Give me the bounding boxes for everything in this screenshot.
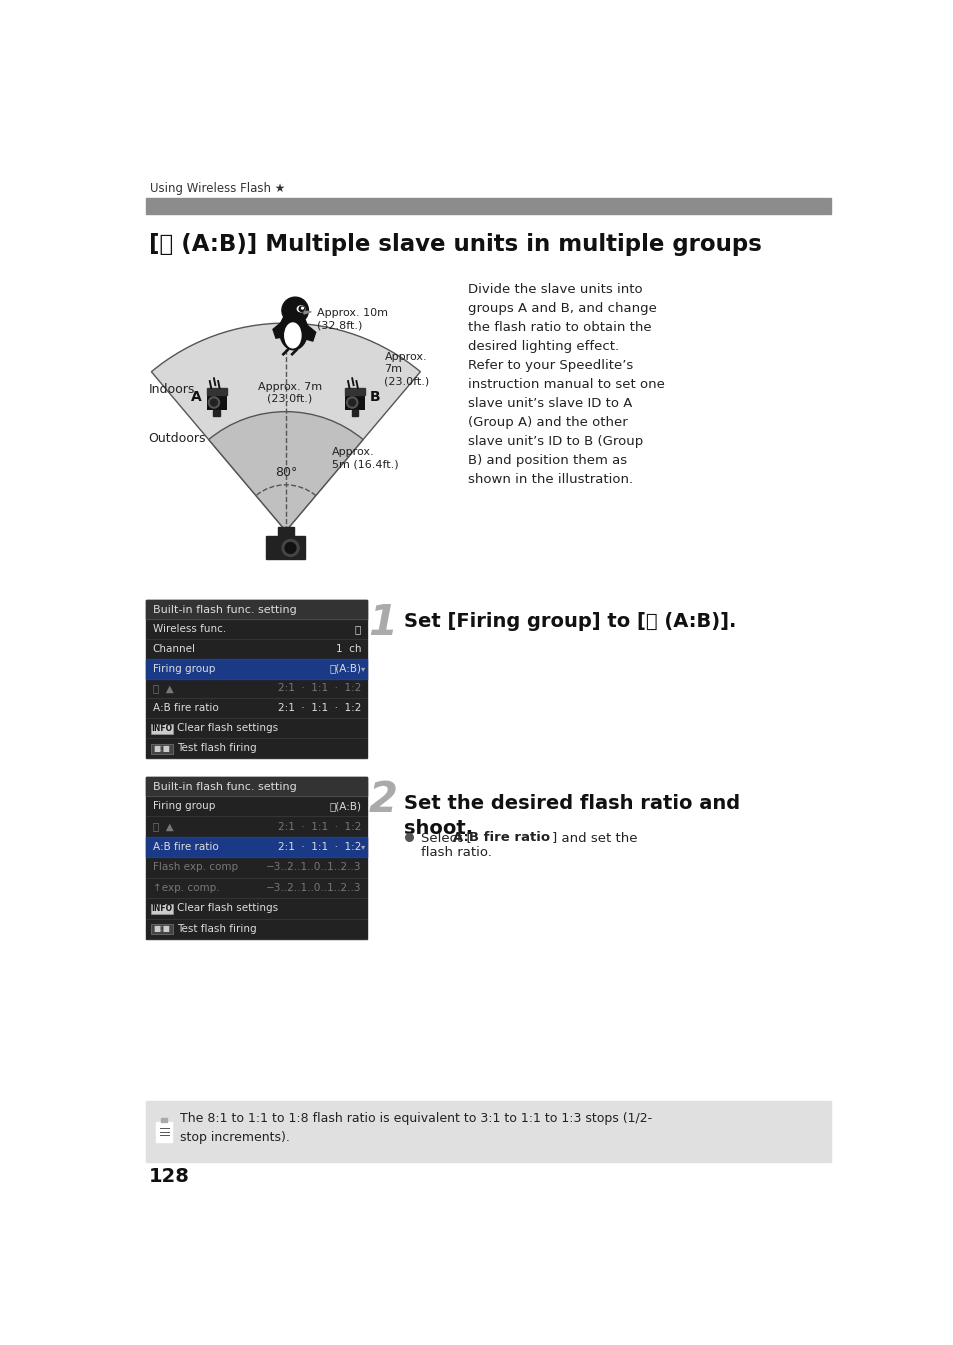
Bar xyxy=(207,387,226,395)
Text: A:B fire ratio: A:B fire ratio xyxy=(453,831,550,843)
Text: Select [: Select [ xyxy=(421,831,472,843)
Text: −3..2..1..0..1..2..3: −3..2..1..0..1..2..3 xyxy=(265,862,360,873)
Text: 1  ch: 1 ch xyxy=(335,644,360,654)
Text: ⒨(A:B): ⒨(A:B) xyxy=(329,802,360,811)
Text: Divide the slave units into
groups A and B, and change
the flash ratio to obtain: Divide the slave units into groups A and… xyxy=(468,282,664,486)
Text: −3..2..1..0..1..2..3: −3..2..1..0..1..2..3 xyxy=(265,882,360,893)
Bar xyxy=(345,395,364,410)
Text: 2:1  ·  1:1  ·  1:2: 2:1 · 1:1 · 1:2 xyxy=(277,822,360,831)
Text: Set the desired flash ratio and
shoot.: Set the desired flash ratio and shoot. xyxy=(404,795,740,838)
Text: ⒨  ▲: ⒨ ▲ xyxy=(152,683,173,694)
Text: Firing group: Firing group xyxy=(152,802,214,811)
Text: 1: 1 xyxy=(368,603,396,644)
Text: INFO: INFO xyxy=(152,724,172,733)
Text: ■:■: ■:■ xyxy=(153,744,171,753)
Text: Wireless func.: Wireless func. xyxy=(152,624,226,633)
Text: A: A xyxy=(191,390,202,405)
Text: Test flash firing: Test flash firing xyxy=(177,924,256,933)
Text: Using Wireless Flash ★: Using Wireless Flash ★ xyxy=(150,182,285,195)
Bar xyxy=(278,527,294,537)
Text: 80°: 80° xyxy=(274,465,296,479)
Circle shape xyxy=(299,307,304,312)
Polygon shape xyxy=(302,325,315,342)
Text: Approx.
5m (16.4ft.): Approx. 5m (16.4ft.) xyxy=(332,447,398,469)
Text: Indoors: Indoors xyxy=(149,383,194,395)
Bar xyxy=(266,537,305,560)
Circle shape xyxy=(282,539,298,557)
Text: Clear flash settings: Clear flash settings xyxy=(177,904,278,913)
Text: Built-in flash func. setting: Built-in flash func. setting xyxy=(152,781,296,792)
Text: 2: 2 xyxy=(368,780,396,822)
FancyBboxPatch shape xyxy=(151,924,172,935)
Text: ⒨(A:B): ⒨(A:B) xyxy=(329,663,360,674)
Circle shape xyxy=(349,399,355,406)
Text: [⒨ (A:B)] Multiple slave units in multiple groups: [⒨ (A:B)] Multiple slave units in multip… xyxy=(149,233,760,256)
Bar xyxy=(213,410,220,416)
Bar xyxy=(146,777,367,939)
Circle shape xyxy=(282,297,308,324)
Text: ] and set the: ] and set the xyxy=(552,831,638,843)
Ellipse shape xyxy=(284,323,300,348)
Text: Approx.
7m
(23.0ft.): Approx. 7m (23.0ft.) xyxy=(384,351,429,386)
Circle shape xyxy=(208,397,219,408)
Text: A:B fire ratio: A:B fire ratio xyxy=(152,703,218,713)
Text: ⒨: ⒨ xyxy=(355,624,360,633)
FancyBboxPatch shape xyxy=(151,904,172,913)
Ellipse shape xyxy=(297,305,304,312)
Bar xyxy=(161,1118,167,1122)
Text: ▾: ▾ xyxy=(360,842,365,851)
Bar xyxy=(156,1122,172,1142)
Text: INFO: INFO xyxy=(152,904,172,913)
Polygon shape xyxy=(273,321,286,338)
Bar xyxy=(146,600,367,759)
Text: flash ratio.: flash ratio. xyxy=(421,846,492,859)
FancyBboxPatch shape xyxy=(151,744,172,753)
Text: The 8:1 to 1:1 to 1:8 flash ratio is equivalent to 3:1 to 1:1 to 1:3 stops (1/2-: The 8:1 to 1:1 to 1:8 flash ratio is equ… xyxy=(179,1112,651,1143)
Ellipse shape xyxy=(279,312,307,350)
Wedge shape xyxy=(209,412,363,531)
Text: B: B xyxy=(370,390,380,405)
Wedge shape xyxy=(152,323,420,531)
Circle shape xyxy=(301,307,303,309)
Bar xyxy=(207,395,226,410)
Bar xyxy=(146,777,367,796)
Text: Channel: Channel xyxy=(152,644,195,654)
Text: A:B fire ratio: A:B fire ratio xyxy=(152,842,218,851)
Polygon shape xyxy=(304,311,311,313)
Circle shape xyxy=(285,542,295,553)
Text: ↑exp. comp.: ↑exp. comp. xyxy=(152,882,219,893)
Bar xyxy=(146,1100,831,1162)
Text: Built-in flash func. setting: Built-in flash func. setting xyxy=(152,604,296,615)
Text: 2:1  ·  1:1  ·  1:2: 2:1 · 1:1 · 1:2 xyxy=(277,842,360,851)
Bar xyxy=(345,387,364,395)
Bar xyxy=(146,600,367,619)
Text: 128: 128 xyxy=(149,1166,190,1186)
Text: Flash exp. comp: Flash exp. comp xyxy=(152,862,237,873)
Text: Firing group: Firing group xyxy=(152,663,214,674)
Circle shape xyxy=(211,399,217,406)
Text: Outdoors: Outdoors xyxy=(149,432,206,445)
Text: ■:■: ■:■ xyxy=(153,924,171,933)
Text: ⒨  ▲: ⒨ ▲ xyxy=(152,822,173,831)
Bar xyxy=(351,410,358,416)
Text: Clear flash settings: Clear flash settings xyxy=(177,724,278,733)
FancyBboxPatch shape xyxy=(151,724,172,733)
Text: Approx. 10m
(32.8ft.): Approx. 10m (32.8ft.) xyxy=(316,308,388,330)
Bar xyxy=(146,659,367,678)
Text: 2:1  ·  1:1  ·  1:2: 2:1 · 1:1 · 1:2 xyxy=(277,703,360,713)
Text: Set [Firing group] to [⒨ (A:B)].: Set [Firing group] to [⒨ (A:B)]. xyxy=(404,612,736,631)
Bar xyxy=(146,198,831,214)
Text: Test flash firing: Test flash firing xyxy=(177,744,256,753)
Text: 2:1  ·  1:1  ·  1:2: 2:1 · 1:1 · 1:2 xyxy=(277,683,360,694)
Text: ▾: ▾ xyxy=(360,664,365,672)
Circle shape xyxy=(346,397,357,408)
Text: Approx. 7m
(23.0ft.): Approx. 7m (23.0ft.) xyxy=(257,382,321,404)
Bar xyxy=(146,837,367,857)
